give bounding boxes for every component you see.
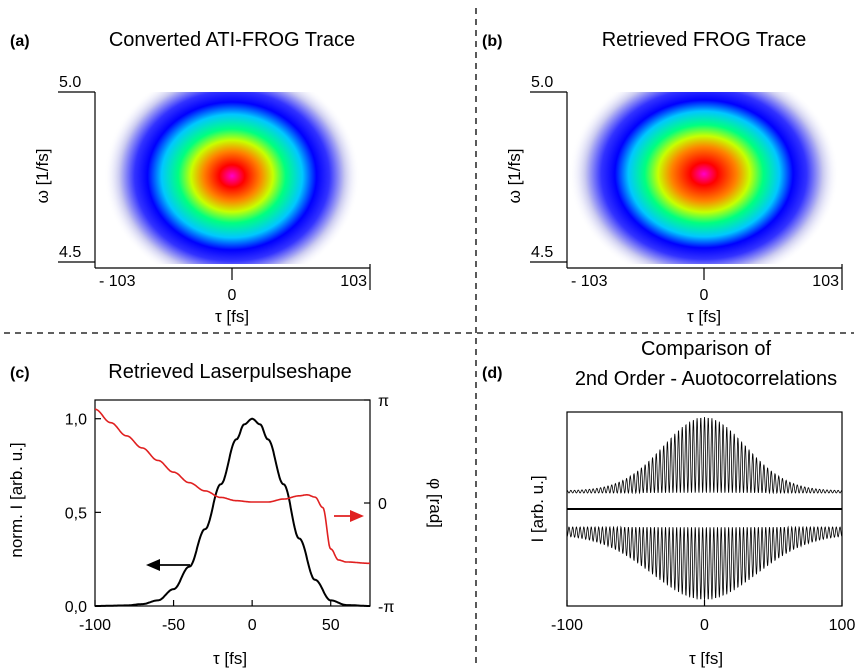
- x-tick-label-a-left: - 103: [99, 273, 136, 290]
- panel-label-d: (d): [482, 365, 502, 382]
- panel-label-b: (b): [482, 33, 502, 50]
- panel-b: (b) Retrieved FROG Trace 5.0 4.5 - 103 0…: [482, 29, 843, 326]
- title-d-line2: 2nd Order - Auotocorrelations: [575, 368, 837, 390]
- y-tick-label-c-right-0: -π: [378, 599, 394, 616]
- autocorrelation-lower: [566, 525, 843, 601]
- panel-label-c: (c): [10, 365, 30, 382]
- intensity-axis-arrow: [146, 559, 190, 571]
- frog-trace-b: [569, 92, 839, 264]
- x-tick-label-b-right: 103: [812, 273, 839, 290]
- y-tick-label-b-top: 5.0: [531, 74, 553, 91]
- x-tick-label-d-0: -100: [551, 617, 583, 634]
- x-tick-label-d-2: 100: [829, 617, 856, 634]
- x-axis-label-c: τ [fs]: [213, 649, 247, 668]
- y-axis-label-d: I [arb. u.]: [528, 475, 547, 542]
- frog-trace-a: [104, 92, 360, 264]
- phase-curve: [94, 408, 370, 565]
- panel-a: (a) Converted ATI-FROG Trace 5.0 4.5 - 1…: [10, 29, 371, 326]
- panel-c: (c) Retrieved Laserpulseshape -100 -50 0 50…: [7, 361, 445, 668]
- title-c: Retrieved Laserpulseshape: [108, 361, 352, 383]
- phase-axis-arrow: [334, 510, 364, 522]
- x-tick-label-b-center: 0: [700, 287, 709, 304]
- x-tick-label-c-3: 50: [322, 617, 340, 634]
- y-tick-label-c-right-1: 0: [378, 496, 387, 513]
- intensity-curve: [95, 417, 370, 607]
- plot-frame-c: [94, 399, 371, 607]
- panel-label-a: (a): [10, 33, 30, 50]
- autocorrelation-upper: [566, 416, 843, 495]
- x-tick-label-c-1: -50: [162, 617, 185, 634]
- x-tick-label-a-right: 103: [340, 273, 367, 290]
- x-axis-label-d: τ [fs]: [689, 649, 723, 668]
- y-tick-label-a-bottom: 4.5: [59, 244, 81, 261]
- y-tick-label-b-bottom: 4.5: [531, 244, 553, 261]
- y-axis-label-c: norm. I [arb. u.]: [7, 442, 26, 557]
- title-d-line1: Comparison of: [641, 338, 772, 360]
- y-axis-label-a: ω [1/fs]: [33, 149, 52, 204]
- panel-d: (d) Comparison of 2nd Order - Auotocorre…: [482, 338, 855, 668]
- title-b: Retrieved FROG Trace: [602, 29, 807, 51]
- y-tick-label-c-2: 1,0: [65, 412, 87, 429]
- x-axis-label-a: τ [fs]: [215, 307, 249, 326]
- y-tick-label-c-right-2: π: [378, 393, 389, 410]
- x-tick-label-d-1: 0: [700, 617, 709, 634]
- x-tick-label-a-center: 0: [228, 287, 237, 304]
- x-tick-label-c-2: 0: [248, 617, 257, 634]
- x-tick-label-b-left: - 103: [571, 273, 608, 290]
- y-axis-label-b: ω [1/fs]: [505, 149, 524, 204]
- y-axis-label-c-right: φ [rad]: [426, 478, 445, 528]
- y-tick-label-a-top: 5.0: [59, 74, 81, 91]
- y-tick-label-c-0: 0,0: [65, 599, 87, 616]
- title-a: Converted ATI-FROG Trace: [109, 29, 355, 51]
- y-tick-label-c-1: 0,5: [65, 505, 87, 522]
- x-axis-label-b: τ [fs]: [687, 307, 721, 326]
- x-tick-label-c-0: -100: [79, 617, 111, 634]
